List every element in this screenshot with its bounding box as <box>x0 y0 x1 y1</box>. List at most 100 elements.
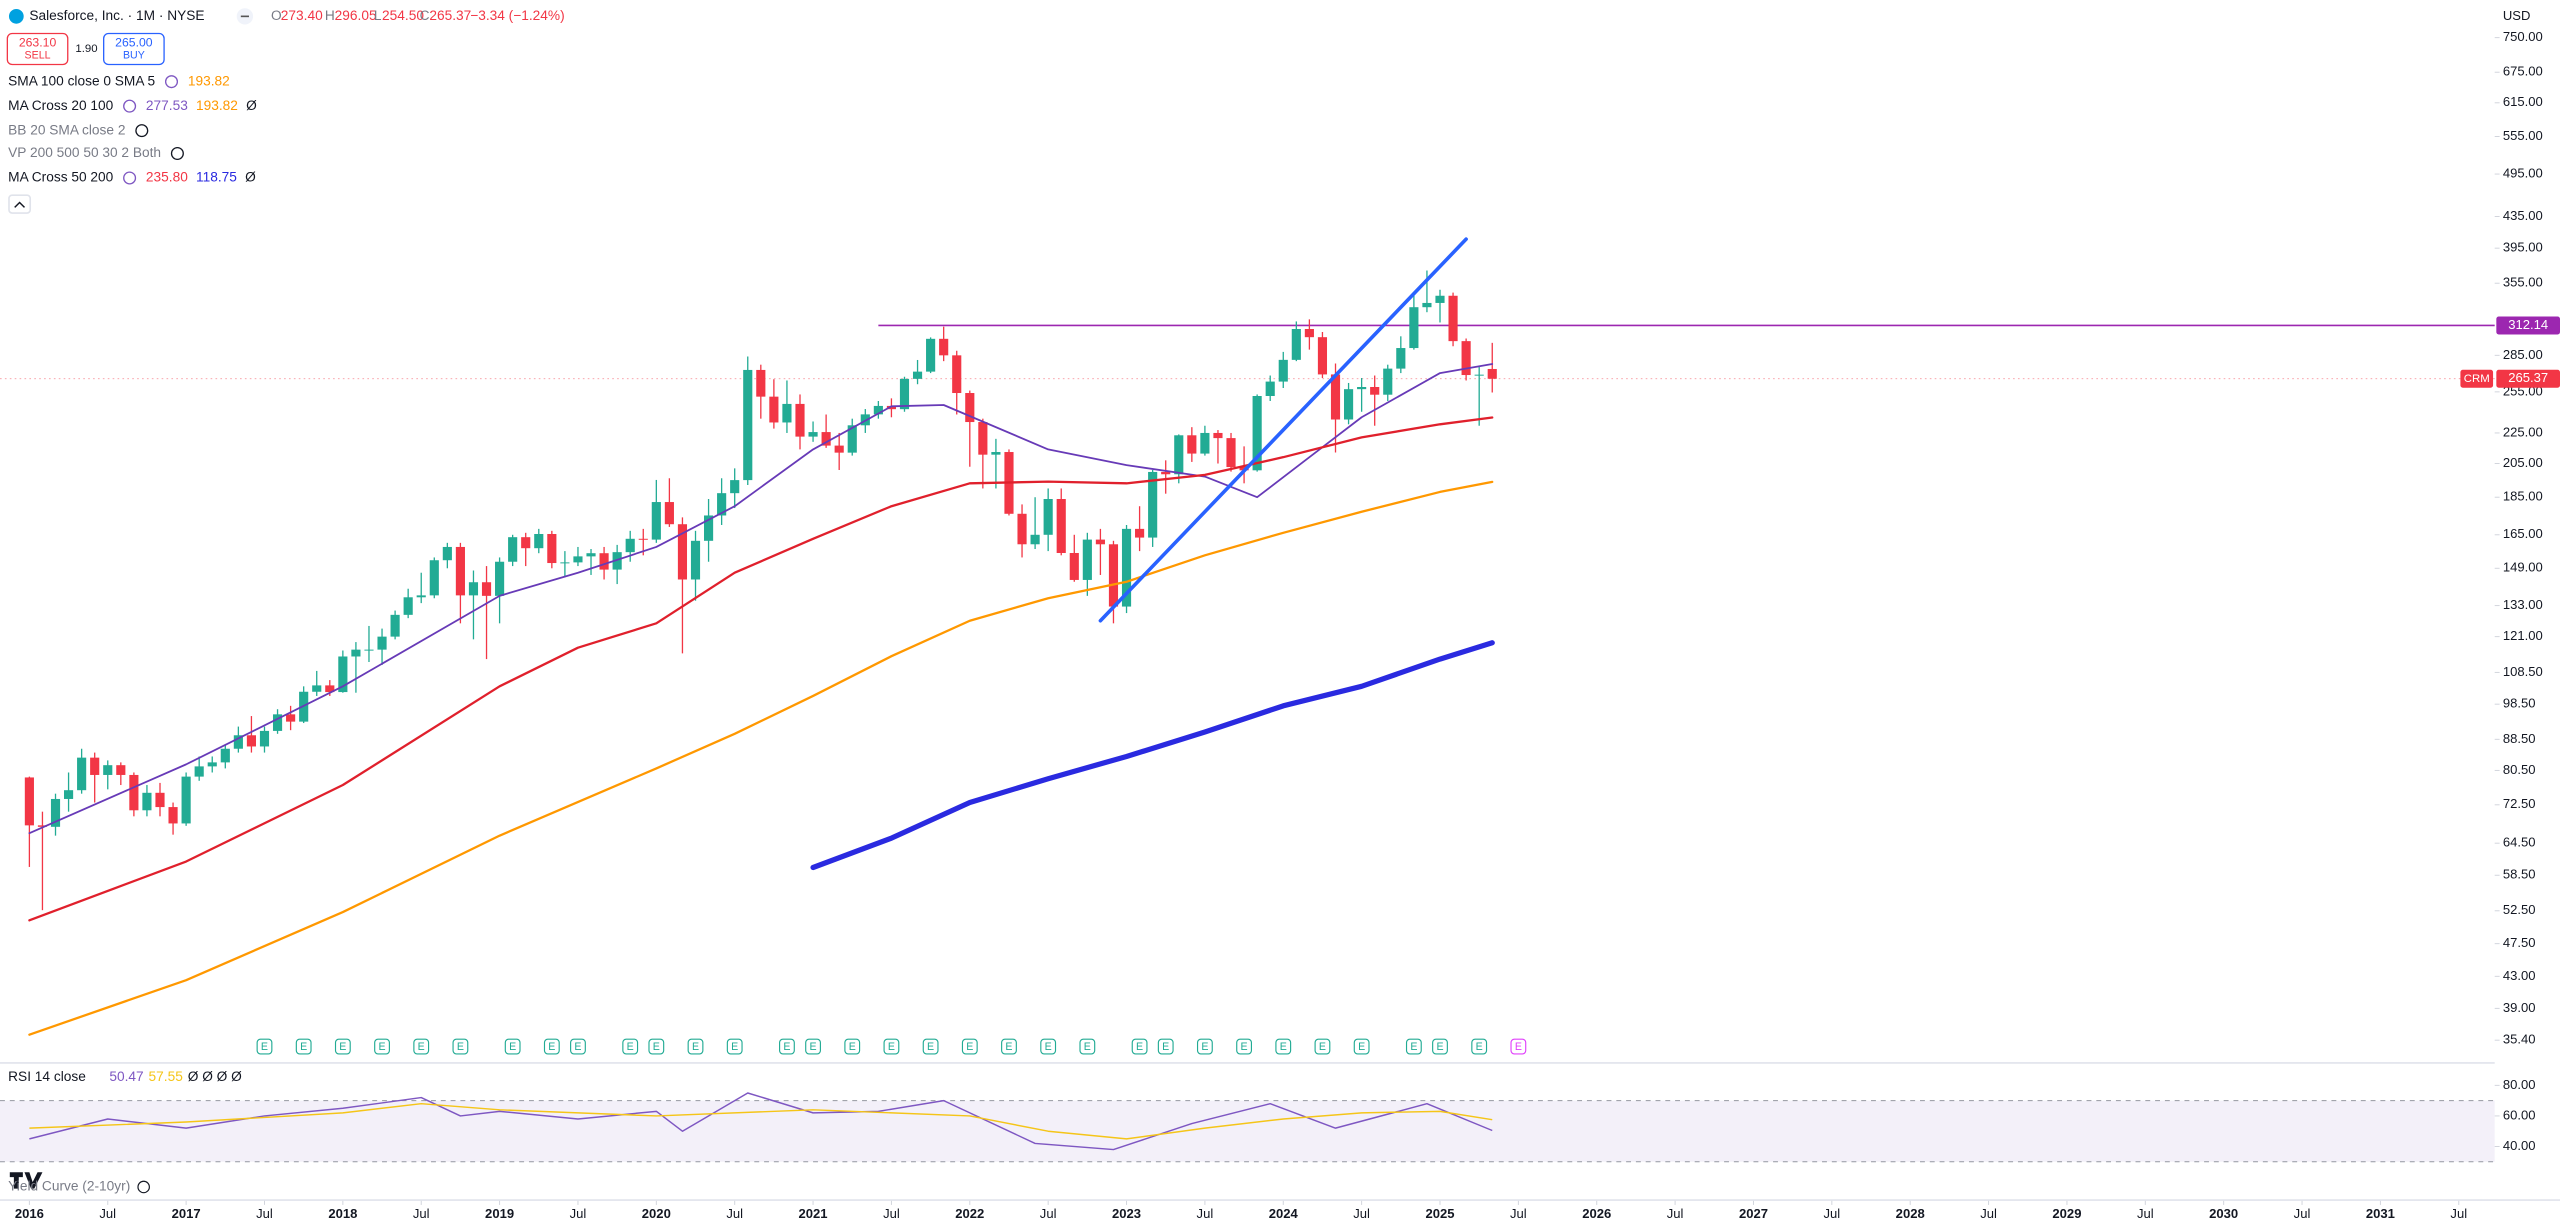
price-tick-label: 52.50 <box>2503 902 2536 917</box>
earnings-marker[interactable] <box>374 1038 390 1055</box>
buy-label: BUY <box>123 49 145 61</box>
candle-body <box>1082 539 1092 580</box>
candle-body <box>808 432 818 437</box>
candle-body <box>651 502 661 540</box>
candle-body <box>142 792 152 811</box>
high-value: 296.05 <box>335 8 377 23</box>
trendline <box>1098 237 1468 623</box>
earnings-marker[interactable] <box>726 1038 743 1055</box>
time-tick-label: Jul <box>2450 1206 2467 1221</box>
time-tick-label: 2025 <box>1425 1206 1454 1221</box>
earnings-marker[interactable] <box>1040 1038 1057 1055</box>
time-tick-label: Jul <box>1667 1206 1684 1221</box>
earnings-marker[interactable] <box>1353 1038 1370 1055</box>
tradingview-logo <box>9 1172 43 1189</box>
earnings-marker-label: E <box>1410 1041 1417 1053</box>
earnings-marker[interactable] <box>452 1038 469 1055</box>
moving-average <box>28 480 1494 1036</box>
time-tick-label: Jul <box>1510 1206 1527 1221</box>
time-tick-label: Jul <box>2294 1206 2311 1221</box>
candle-body <box>129 774 139 811</box>
indicator-icon[interactable] <box>170 146 184 161</box>
earnings-marker[interactable] <box>687 1038 704 1055</box>
earnings-marker[interactable] <box>1079 1038 1096 1055</box>
earnings-marker[interactable] <box>961 1038 978 1055</box>
earnings-marker[interactable] <box>1405 1038 1422 1055</box>
earnings-marker[interactable] <box>504 1038 521 1055</box>
candle-body <box>1200 432 1210 454</box>
earnings-marker[interactable] <box>1001 1038 1017 1055</box>
low-value: 254.50 <box>382 8 424 23</box>
candle-body <box>325 685 335 693</box>
buy-button[interactable] <box>103 32 165 66</box>
time-tick-label: Jul <box>1197 1206 1214 1221</box>
candle-body <box>625 538 635 553</box>
earnings-marker[interactable] <box>256 1038 273 1055</box>
earnings-marker-label: E <box>1045 1041 1052 1053</box>
time-tick-label: 2016 <box>15 1206 44 1221</box>
earnings-marker[interactable] <box>543 1038 560 1055</box>
earnings-marker[interactable] <box>1157 1038 1174 1055</box>
time-tick-label: Jul <box>570 1206 587 1221</box>
earnings-marker[interactable] <box>622 1038 639 1055</box>
earnings-marker[interactable] <box>805 1038 821 1055</box>
candle-body <box>50 798 61 827</box>
time-tick-label: Jul <box>1353 1206 1370 1221</box>
legend-toggle[interactable] <box>8 194 32 214</box>
time-tick-label: Jul <box>413 1206 430 1221</box>
candle-body <box>1435 295 1445 303</box>
earnings-marker[interactable] <box>1131 1038 1148 1055</box>
price-tick-label: 98.50 <box>2503 696 2536 711</box>
time-tick-label: 2031 <box>2366 1206 2395 1221</box>
indicator-icon[interactable] <box>123 99 137 113</box>
earnings-marker[interactable] <box>1510 1038 1527 1055</box>
earnings-marker[interactable] <box>648 1038 665 1055</box>
candle-body <box>508 537 518 562</box>
level-label: 312.14 <box>2508 317 2548 332</box>
indicator-icon[interactable] <box>123 171 137 185</box>
candle-body <box>1357 386 1367 390</box>
candle-body <box>103 765 113 775</box>
candle-body <box>677 524 688 580</box>
rsi-band <box>0 1100 2495 1162</box>
yield-curve-eye[interactable] <box>137 1180 150 1194</box>
earnings-marker[interactable] <box>922 1038 939 1055</box>
indicator-icon[interactable] <box>164 75 179 89</box>
rsi-tick-label: 40.00 <box>2503 1138 2536 1153</box>
candle-body <box>1030 534 1040 545</box>
candle-body <box>168 807 178 824</box>
candle-body <box>155 792 165 808</box>
candle-body <box>1121 528 1132 607</box>
earnings-marker[interactable] <box>883 1038 900 1055</box>
earnings-marker-label: E <box>1515 1041 1522 1053</box>
price-tick-label: 47.50 <box>2503 935 2536 950</box>
earnings-marker[interactable] <box>1275 1038 1292 1055</box>
earnings-marker[interactable] <box>1471 1038 1488 1055</box>
candle-body <box>886 405 896 410</box>
earnings-marker[interactable] <box>1236 1038 1252 1055</box>
earnings-marker[interactable] <box>570 1038 586 1055</box>
candle-body <box>1187 435 1197 454</box>
sell-button[interactable] <box>6 32 69 66</box>
close-value: 265.37 <box>429 8 471 23</box>
time-tick-label: 2022 <box>955 1206 984 1221</box>
time-tick-label: 2030 <box>2209 1206 2238 1221</box>
candle-body <box>756 369 766 397</box>
earnings-marker[interactable] <box>1432 1038 1448 1055</box>
earnings-marker[interactable] <box>844 1038 861 1055</box>
candle-body <box>1056 499 1066 553</box>
earnings-marker[interactable] <box>779 1038 795 1055</box>
earnings-marker[interactable] <box>413 1038 430 1055</box>
earnings-marker[interactable] <box>334 1038 351 1055</box>
earnings-marker[interactable] <box>295 1038 312 1055</box>
last-price-box <box>2496 369 2560 388</box>
candle-body <box>795 403 805 437</box>
indicator-icon[interactable] <box>135 124 149 138</box>
earnings-marker[interactable] <box>1314 1038 1331 1055</box>
rsi-line <box>29 1102 1493 1140</box>
time-tick-label: Jul <box>256 1206 273 1221</box>
candle-body <box>181 776 191 824</box>
rsi-title: RSI 14 close <box>8 1069 86 1084</box>
earnings-marker[interactable] <box>1196 1038 1213 1055</box>
candle-body <box>351 649 361 657</box>
